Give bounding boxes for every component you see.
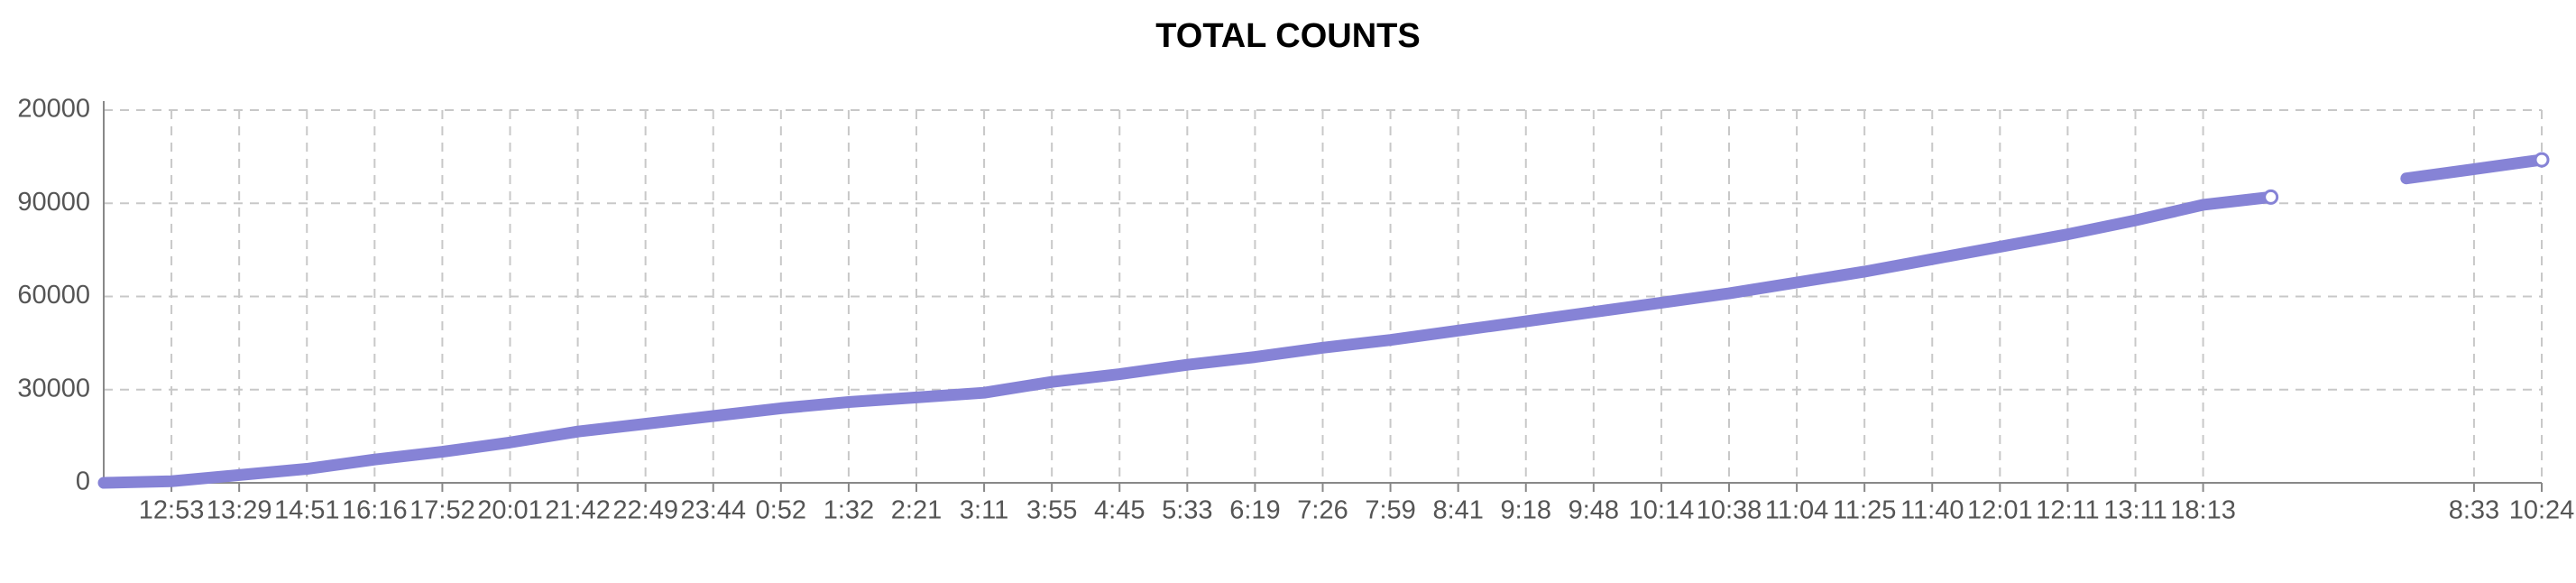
x-tick-label: 13:11 [2103, 496, 2167, 525]
x-tick-label: 10:24 [2509, 496, 2575, 525]
end-point [2263, 189, 2279, 205]
x-tick-label: 3:11 [960, 496, 1008, 525]
x-tick-label: 17:52 [409, 496, 475, 525]
x-tick-label: 18:13 [2170, 496, 2236, 525]
x-tick-label: 12:53 [139, 496, 205, 525]
x-tick-label: 0:52 [756, 496, 806, 525]
x-tick-label: 2:21 [891, 496, 942, 525]
x-tick-label: 14:51 [274, 496, 340, 525]
x-tick-label: 12:01 [1967, 496, 2033, 525]
x-tick-label: 7:59 [1365, 496, 1415, 525]
y-tick-label: 30000 [17, 374, 90, 403]
x-tick-label: 12:11 [2036, 496, 2099, 525]
x-tick-label: 10:38 [1697, 496, 1762, 525]
line [97, 153, 2548, 489]
x-tick-label: 16:16 [342, 496, 408, 525]
x-tick-label: 7:26 [1297, 496, 1348, 525]
x-tick-label: 1:32 [823, 496, 874, 525]
x-tick-label: 11:40 [1900, 496, 1964, 525]
x-tick-label: 4:45 [1094, 496, 1145, 525]
x-tick-label: 13:29 [207, 496, 272, 525]
x-tick-label: 20:01 [477, 496, 543, 525]
x-tick-label: 9:48 [1569, 496, 1619, 525]
x-tick-label: 23:44 [680, 496, 746, 525]
x-tick-label: 21:42 [545, 496, 611, 525]
x-tick-label: 22:49 [612, 496, 678, 525]
x-tick-label: 10:14 [1629, 496, 1695, 525]
x-tick-label: 8:41 [1432, 496, 1483, 525]
x-tick-label: 3:55 [1026, 496, 1077, 525]
x-tick-label: 5:33 [1162, 496, 1212, 525]
chart-title: TOTAL COUNTS [1155, 17, 1420, 55]
end-point [2534, 152, 2550, 168]
x-tick-label: 11:04 [1765, 496, 1828, 525]
y-tick-label: 0 [76, 467, 90, 496]
x-tick-label: 9:18 [1501, 496, 1551, 525]
y-tick-label: 90000 [17, 188, 90, 217]
x-tick-label: 6:19 [1229, 496, 1280, 525]
x-tick-label: 8:33 [2449, 496, 2499, 525]
y-tick-label: 60000 [17, 281, 90, 310]
x-tick-label: 11:25 [1833, 496, 1896, 525]
y-tick-label: 20000 [17, 95, 90, 124]
